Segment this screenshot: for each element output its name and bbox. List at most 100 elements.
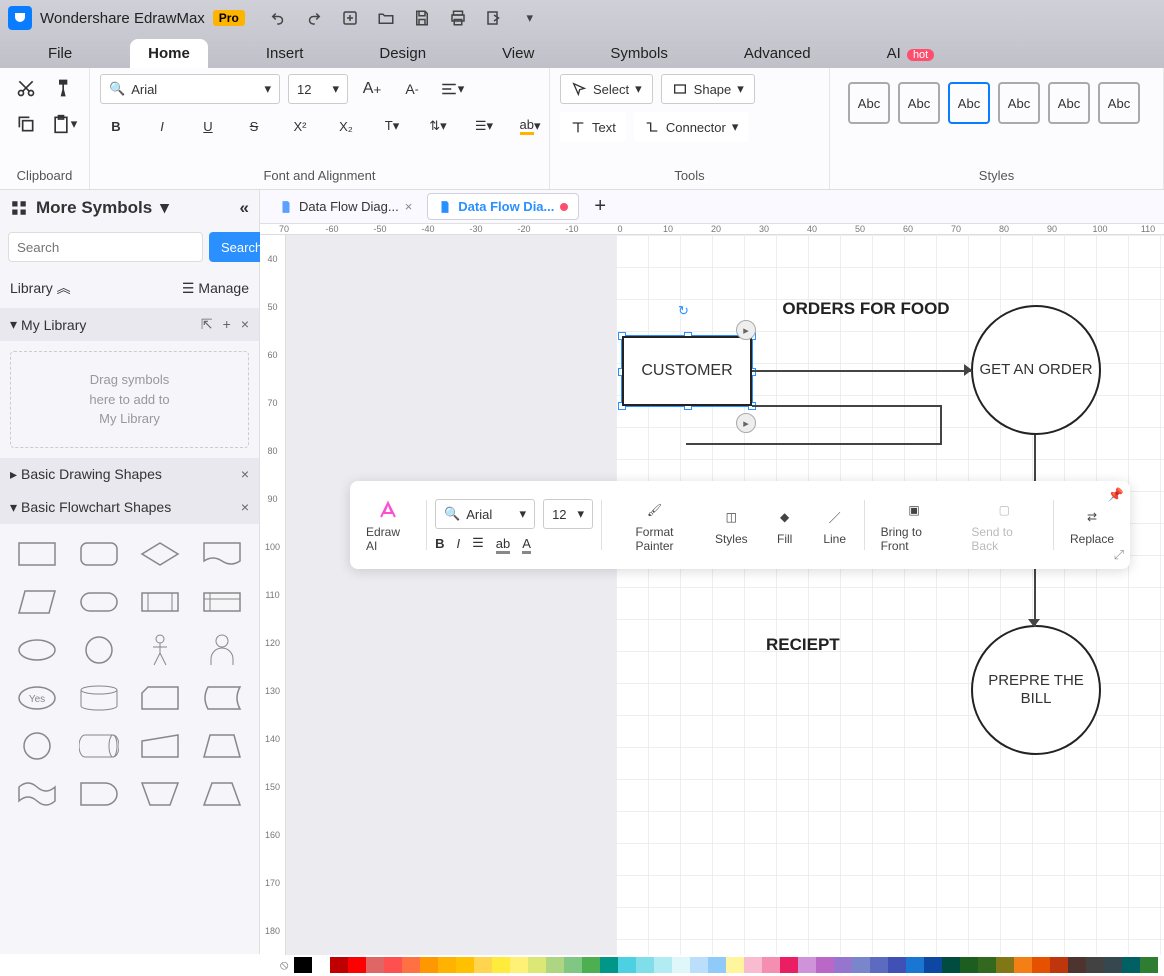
float-bold-icon[interactable]: B: [435, 536, 444, 551]
bring-front-button[interactable]: ▣Bring to Front: [873, 493, 956, 557]
shape-rounded-rect[interactable]: [72, 534, 126, 574]
shape-user[interactable]: [195, 630, 249, 670]
color-swatch[interactable]: [582, 957, 600, 973]
font-size-selector[interactable]: 12▾: [288, 74, 348, 104]
color-swatch[interactable]: [852, 957, 870, 973]
basic-drawing-section[interactable]: ▸ Basic Drawing Shapes ×: [0, 458, 259, 491]
color-swatch[interactable]: [978, 957, 996, 973]
color-swatch[interactable]: [924, 957, 942, 973]
doc-tab-2[interactable]: Data Flow Dia...: [427, 193, 579, 220]
menu-symbols[interactable]: Symbols: [592, 39, 686, 68]
format-painter-icon[interactable]: [48, 74, 80, 102]
color-swatch[interactable]: [402, 957, 420, 973]
manage-button[interactable]: ☰ Manage: [182, 278, 249, 298]
add-lib-icon[interactable]: +: [223, 316, 231, 333]
canvas[interactable]: CUSTOMER ▸ ▸ ↻ ORDERS FOR FOOD RECIEPT G…: [286, 235, 1164, 955]
color-swatch[interactable]: [834, 957, 852, 973]
styles-button[interactable]: ◫Styles: [707, 500, 756, 550]
select-tool[interactable]: Select▾: [560, 74, 653, 104]
style-preset-3[interactable]: Abc: [948, 82, 990, 124]
style-preset-5[interactable]: Abc: [1048, 82, 1090, 124]
color-swatch[interactable]: [1050, 957, 1068, 973]
shape-direct-data[interactable]: [72, 726, 126, 766]
my-library-dropzone[interactable]: Drag symbols here to add to My Library: [10, 351, 249, 448]
my-library-section[interactable]: ▾ My Library ⇱+×: [0, 308, 259, 341]
color-swatch[interactable]: [330, 957, 348, 973]
color-swatch[interactable]: [690, 957, 708, 973]
decrease-font-icon[interactable]: A-: [396, 75, 428, 103]
format-painter-button[interactable]: 🖌Format Painter: [610, 493, 699, 557]
strike-icon[interactable]: S: [238, 112, 270, 140]
color-swatch[interactable]: [492, 957, 510, 973]
color-swatch[interactable]: [312, 957, 330, 973]
open-icon[interactable]: [375, 7, 397, 29]
color-swatch[interactable]: [456, 957, 474, 973]
color-swatch[interactable]: [654, 957, 672, 973]
float-fontcolor-icon[interactable]: A: [522, 536, 531, 551]
style-preset-6[interactable]: Abc: [1098, 82, 1140, 124]
shape-yes[interactable]: Yes: [10, 678, 64, 718]
library-label[interactable]: Library ︽: [10, 278, 71, 298]
collapse-sidebar-icon[interactable]: «: [240, 198, 249, 218]
close-section-icon[interactable]: ×: [241, 499, 249, 515]
color-swatch[interactable]: [672, 957, 690, 973]
export-lib-icon[interactable]: ⇱: [201, 316, 213, 333]
float-font-selector[interactable]: 🔍 Arial▾: [435, 499, 535, 529]
color-swatch[interactable]: [528, 957, 546, 973]
shape-card[interactable]: [134, 678, 188, 718]
line-button[interactable]: ／Line: [814, 500, 856, 550]
color-swatch[interactable]: [636, 957, 654, 973]
save-icon[interactable]: [411, 7, 433, 29]
color-swatch[interactable]: [744, 957, 762, 973]
close-section-icon[interactable]: ×: [241, 466, 249, 482]
shape-database[interactable]: [72, 678, 126, 718]
italic-icon[interactable]: I: [146, 112, 178, 140]
shape-circle[interactable]: [72, 630, 126, 670]
edraw-ai-button[interactable]: Edraw AI: [358, 493, 418, 557]
color-swatch[interactable]: [366, 957, 384, 973]
rotate-handle-icon[interactable]: ↻: [678, 303, 689, 319]
style-preset-1[interactable]: Abc: [848, 82, 890, 124]
shape-tape[interactable]: [10, 774, 64, 814]
color-swatch[interactable]: [600, 957, 618, 973]
color-swatch[interactable]: [798, 957, 816, 973]
color-swatch[interactable]: [942, 957, 960, 973]
connector-handle-icon[interactable]: ▸: [736, 413, 756, 433]
connector-tool[interactable]: Connector▾: [634, 112, 749, 142]
page[interactable]: CUSTOMER ▸ ▸ ↻ ORDERS FOR FOOD RECIEPT G…: [616, 235, 1164, 955]
shape-predefined[interactable]: [134, 582, 188, 622]
color-swatch[interactable]: [1122, 957, 1140, 973]
color-swatch[interactable]: [1014, 957, 1032, 973]
close-lib-icon[interactable]: ×: [241, 316, 249, 333]
no-color-icon[interactable]: ⦸: [280, 957, 288, 973]
color-swatch[interactable]: [1032, 957, 1050, 973]
menu-advanced[interactable]: Advanced: [726, 39, 829, 68]
underline-icon[interactable]: U: [192, 112, 224, 140]
color-swatch[interactable]: [294, 957, 312, 973]
shape-rectangle[interactable]: [10, 534, 64, 574]
color-swatch[interactable]: [888, 957, 906, 973]
bullets-icon[interactable]: ☰▾: [468, 112, 500, 140]
basic-flowchart-section[interactable]: ▾ Basic Flowchart Shapes ×: [0, 491, 259, 524]
color-swatch[interactable]: [546, 957, 564, 973]
shape-connector[interactable]: [10, 726, 64, 766]
fill-button[interactable]: ◆Fill: [764, 500, 806, 550]
new-icon[interactable]: [339, 7, 361, 29]
float-size-selector[interactable]: 12▾: [543, 499, 593, 529]
color-swatch[interactable]: [1104, 957, 1122, 973]
text-effect-icon[interactable]: T▾: [376, 112, 408, 140]
color-swatch[interactable]: [762, 957, 780, 973]
pin-icon[interactable]: 📌: [1108, 487, 1124, 503]
float-highlight-icon[interactable]: ab: [496, 536, 510, 551]
color-swatch[interactable]: [1068, 957, 1086, 973]
send-back-button[interactable]: ▢Send to Back: [963, 493, 1045, 557]
print-icon[interactable]: [447, 7, 469, 29]
shape-tool[interactable]: Shape▾: [661, 74, 755, 104]
shape-internal-storage[interactable]: [195, 582, 249, 622]
color-swatch[interactable]: [564, 957, 582, 973]
menu-insert[interactable]: Insert: [248, 39, 322, 68]
float-align-icon[interactable]: ☰: [472, 535, 484, 551]
node-get-order[interactable]: GET AN ORDER: [971, 305, 1101, 435]
color-swatch[interactable]: [1140, 957, 1158, 973]
undo-icon[interactable]: [267, 7, 289, 29]
